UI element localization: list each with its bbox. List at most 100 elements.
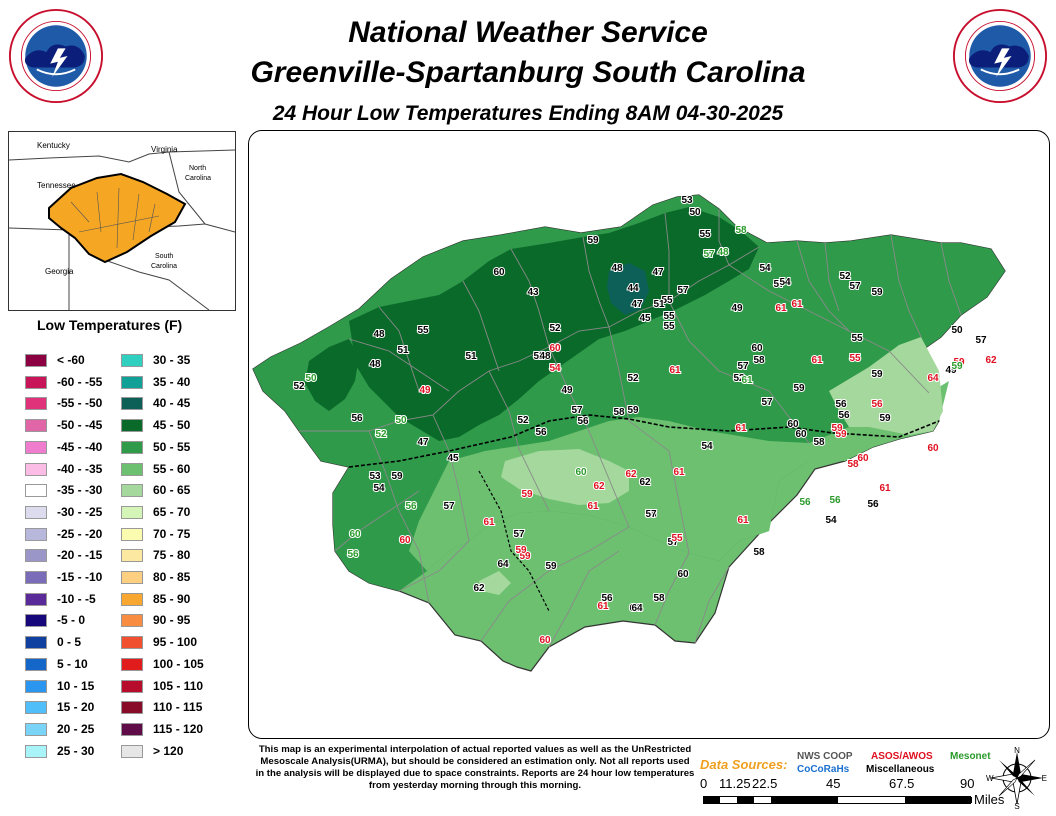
legend-label: > 120	[153, 743, 184, 758]
station-value: 45	[447, 453, 459, 464]
legend-swatch	[121, 701, 143, 715]
page-title: National Weather Service	[348, 16, 708, 49]
locator-map: Kentucky Virginia North Carolina Tenness…	[8, 131, 236, 311]
station-value: 53	[681, 195, 693, 206]
station-value: 51	[397, 345, 409, 356]
station-value: 50	[305, 373, 317, 384]
legend-label: 90 - 95	[153, 613, 191, 628]
legend-item: 105 - 110	[121, 678, 231, 696]
station-value: 57	[773, 279, 785, 290]
station-value: 61	[669, 365, 681, 376]
legend-item: 55 - 60	[121, 461, 231, 479]
station-value: 55	[663, 321, 675, 332]
legend-label: 70 - 75	[153, 526, 191, 541]
station-value: 56	[351, 413, 363, 424]
legend-label: 0 - 5	[57, 635, 82, 650]
scale-tick-1: 11.25	[719, 776, 751, 791]
station-value: 60	[795, 429, 807, 440]
legend-label: 80 - 85	[153, 570, 191, 584]
station-value: 59	[879, 413, 891, 424]
station-value: 47	[652, 267, 664, 278]
station-value: 58	[813, 437, 825, 448]
data-sources-title: Data Sources:	[700, 757, 788, 772]
inset-label-kentucky: Kentucky	[37, 141, 70, 150]
legend-item: 5 - 10	[25, 656, 135, 674]
compass-w: W	[986, 774, 994, 783]
scale-tick-3: 45	[826, 776, 841, 791]
station-value: 56	[577, 416, 589, 427]
legend-item: -25 - -20	[25, 526, 135, 544]
station-value: 57	[667, 537, 679, 548]
station-value: 50	[395, 415, 407, 426]
station-value: 60	[677, 569, 689, 580]
source-asos-awos: ASOS/AWOS	[871, 751, 933, 762]
legend-label: 15 - 20	[57, 700, 95, 715]
legend-label: 115 - 120	[153, 721, 204, 736]
station-value: 61	[597, 601, 609, 612]
compass-e: E	[1042, 774, 1047, 783]
station-value: 57	[849, 281, 861, 292]
legend-label: 60 - 65	[153, 483, 191, 498]
legend-swatch	[25, 505, 47, 519]
station-value: 57	[571, 405, 583, 416]
station-value: 61	[811, 355, 823, 366]
county-borders	[299, 209, 962, 648]
station-value: 57	[737, 361, 749, 372]
station-value: 50	[951, 325, 963, 336]
station-value: 61	[735, 423, 747, 434]
station-value: 61	[483, 517, 495, 528]
station-value: 43	[527, 287, 539, 298]
station-value: 59	[953, 357, 965, 368]
station-value: 57	[645, 509, 657, 520]
legend-item: 0 - 5	[25, 634, 135, 652]
legend-swatch	[121, 657, 143, 671]
legend-label: 100 - 105	[153, 656, 204, 671]
station-value: 60	[751, 343, 763, 354]
legend-item: -55 - -50	[25, 395, 135, 413]
source-cocorahs: CoCoRaHs	[797, 764, 850, 775]
legend-swatch	[25, 397, 47, 411]
station-value: 48	[717, 247, 729, 258]
legend-label: < -60	[57, 353, 85, 367]
legend-label: -20 - -15	[57, 548, 103, 563]
station-value: 54	[549, 363, 561, 374]
station-value: 59	[519, 551, 531, 562]
station-value: 57	[761, 397, 773, 408]
legend-label: 30 - 35	[153, 353, 191, 367]
legend-label: 85 - 90	[153, 591, 191, 606]
scale-bar	[703, 796, 972, 804]
station-value: 56	[347, 549, 359, 560]
inset-label-north-carolina: North	[189, 165, 206, 172]
legend-label: -30 - -25	[57, 504, 103, 519]
station-value: 58	[735, 225, 747, 236]
legend-item: 75 - 80	[121, 547, 231, 565]
legend-item: 80 - 85	[121, 569, 231, 587]
legend-swatch	[121, 354, 143, 367]
station-value: 52	[839, 271, 851, 282]
legend-swatch	[121, 419, 143, 433]
inset-label-south-carolina: South	[155, 253, 173, 260]
compass-n: N	[1014, 746, 1020, 755]
station-value: 54	[373, 483, 385, 494]
legend-swatch	[25, 701, 47, 715]
station-value: 62	[473, 583, 485, 594]
legend-label: -5 - 0	[57, 613, 86, 628]
station-value: 59	[521, 489, 533, 500]
cwa-outline	[48, 172, 187, 264]
legend-swatch	[121, 571, 143, 584]
station-value: 50	[689, 207, 701, 218]
station-value: 59	[545, 561, 557, 572]
station-value: 60	[493, 267, 505, 278]
station-value: 61	[737, 515, 749, 526]
station-value: 52	[627, 373, 639, 384]
legend-item: 115 - 120	[121, 721, 231, 739]
scale-tick-0: 0	[700, 776, 708, 791]
legend-label: -60 - -55	[57, 374, 103, 389]
legend-label: 65 - 70	[153, 504, 191, 519]
station-value: 52	[549, 323, 561, 334]
station-value: 52	[293, 381, 305, 392]
legend-swatch	[121, 505, 143, 519]
map-disclaimer: This map is an experimental interpolatio…	[255, 744, 695, 791]
legend-swatch	[25, 419, 47, 433]
legend-item: -10 - -5	[25, 591, 135, 609]
